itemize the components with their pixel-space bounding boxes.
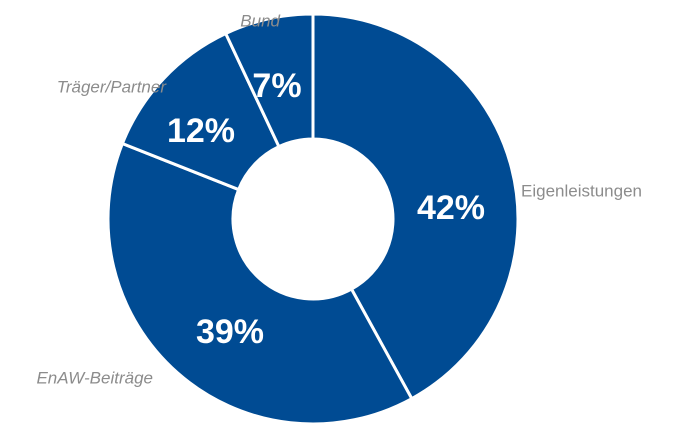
donut-slice-1 [311, 12, 520, 401]
donut-slice-2 [106, 141, 414, 426]
donut-slice-4 [223, 12, 315, 149]
slice-value-label: 42% [417, 189, 485, 227]
slice-value-label: 12% [167, 112, 235, 150]
slice-category-label: Bund [240, 11, 280, 30]
slice-category-label: Träger/Partner [57, 77, 168, 96]
slice-category-label: Eigenleistungen [521, 181, 642, 200]
slice-value-label: 39% [196, 313, 264, 351]
slice-category-label: EnAW-Beiträge [36, 368, 153, 387]
slice-value-label: 7% [252, 67, 301, 105]
